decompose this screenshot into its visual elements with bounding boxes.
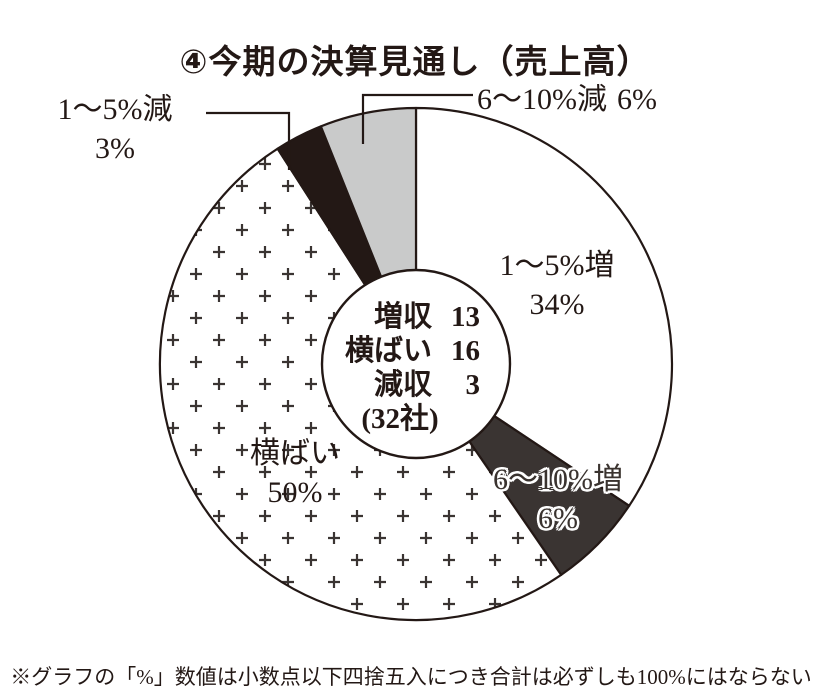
label-6-10pct-increase-name: 6〜10%増 xyxy=(493,463,623,496)
label-6-10pct-increase-value: 6% xyxy=(538,502,578,535)
footnote: ※グラフの「%」数値は小数点以下四捨五入につき合計は必ずしも100%にはならない xyxy=(10,665,812,689)
chart-title: ④今期の決算見通し（売上高） xyxy=(179,43,651,80)
label-flat: 横ばい 50% xyxy=(250,434,340,512)
donut-center-label: 増収 13 横ばい 16 減収 3 (32社) xyxy=(320,300,480,436)
center-row-decrease-label: 減収 xyxy=(373,369,432,401)
label-6-10pct-increase: 6〜10%増 6% xyxy=(493,460,623,538)
label-flat-value: 50% xyxy=(267,476,323,509)
center-total-companies: (32社) xyxy=(361,403,439,435)
label-1-5pct-increase-value: 34% xyxy=(529,288,585,321)
center-row-decrease-value: 3 xyxy=(465,369,481,401)
center-row-flat-value: 16 xyxy=(451,335,480,367)
label-1-5pct-increase-name: 1〜5%増 xyxy=(499,249,615,282)
leader-line-1-5pct-decrease xyxy=(206,111,291,170)
leader-line-6-10pct-decrease xyxy=(361,93,473,144)
center-row-increase-value: 13 xyxy=(451,301,480,333)
label-1-5pct-decrease-name: 1〜5%減 xyxy=(57,93,173,126)
center-row-increase: 増収 13 xyxy=(320,300,480,334)
label-6-10pct-decrease-value: 6% xyxy=(617,83,657,116)
label-6-10pct-decrease: 6〜10%減 6% xyxy=(477,74,657,118)
donut-hole xyxy=(320,268,512,460)
center-row-flat: 横ばい 16 xyxy=(320,334,480,368)
label-1-5pct-increase: 1〜5%増 34% xyxy=(500,246,615,324)
label-1-5pct-decrease-value: 3% xyxy=(95,132,135,165)
label-6-10pct-decrease-name: 6〜10%減 xyxy=(477,83,607,116)
label-1-5pct-decrease: 1〜5%減 3% xyxy=(58,90,173,168)
label-flat-name: 横ばい xyxy=(250,437,340,470)
center-row-increase-label: 増収 xyxy=(373,301,432,333)
center-row-flat-label: 横ばい xyxy=(344,335,432,367)
center-row-decrease: 減収 3 xyxy=(320,368,480,402)
